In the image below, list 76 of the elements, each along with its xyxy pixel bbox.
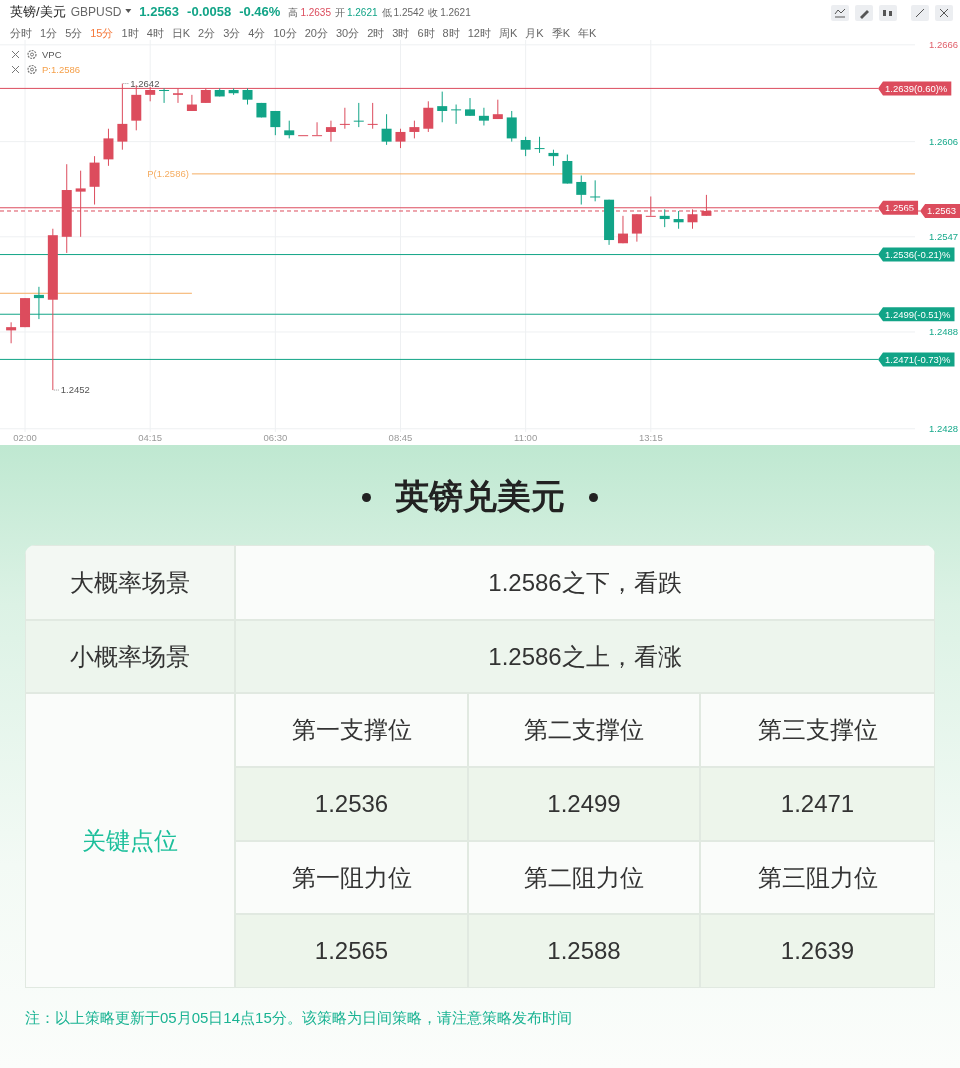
annotation: VPC bbox=[42, 49, 62, 60]
text: 小概率场景 bbox=[70, 641, 190, 672]
text: 4时 bbox=[146, 27, 164, 39]
text: 1分 bbox=[40, 27, 58, 39]
text: 收 bbox=[428, 7, 439, 18]
annotation: 1.2642 bbox=[130, 77, 160, 89]
chart-subtitle: GBPUSD bbox=[70, 5, 122, 19]
text: 高 bbox=[288, 7, 299, 18]
text: 1.2565 bbox=[314, 937, 389, 965]
annotation: 1.2452 bbox=[60, 384, 90, 396]
text: 6时 bbox=[417, 27, 435, 39]
x-tick-label: 04:15 bbox=[138, 432, 163, 443]
text: -0.0058 bbox=[187, 4, 232, 19]
y-tick-label: 1.2547 bbox=[929, 231, 959, 243]
text: 1.2621 bbox=[440, 7, 472, 18]
y-tick-label: 1.2428 bbox=[929, 423, 959, 435]
text: 英镑兑美元 bbox=[395, 476, 565, 517]
text: 4分 bbox=[248, 27, 266, 39]
text: 第一阻力位 bbox=[291, 862, 412, 893]
text: 开 bbox=[334, 7, 345, 18]
text: 1.2588 bbox=[547, 937, 621, 965]
ref-line-label: 1.2536(-0.21)% bbox=[885, 248, 952, 260]
x-tick-label: 08:45 bbox=[388, 432, 413, 443]
text: 2时 bbox=[367, 27, 385, 39]
text: 低 bbox=[381, 7, 392, 18]
text: 3分 bbox=[223, 27, 241, 39]
text: 1.2499 bbox=[547, 790, 621, 818]
text: 第二支撑位 bbox=[524, 715, 644, 745]
text: 第一支撑位 bbox=[291, 715, 412, 745]
text: 1.2542 bbox=[393, 7, 425, 18]
text: 3时 bbox=[392, 27, 410, 39]
text: 第三支撑位 bbox=[757, 715, 878, 745]
text: 第二阻力位 bbox=[524, 862, 644, 893]
text: 1时 bbox=[121, 27, 139, 39]
text: 季K bbox=[551, 27, 571, 39]
series-label: P(1.2586) bbox=[147, 168, 189, 180]
ref-line-label: 1.2499(-0.51)% bbox=[885, 308, 952, 320]
text: 日K bbox=[171, 27, 191, 39]
text: 10分 bbox=[273, 27, 297, 39]
x-tick-label: 02:00 bbox=[13, 432, 37, 443]
x-tick-label: 11:00 bbox=[514, 432, 538, 443]
text: 30分 bbox=[335, 27, 360, 39]
text: 第三阻力位 bbox=[757, 862, 878, 893]
text: 月K bbox=[525, 27, 545, 39]
x-tick-label: 13:15 bbox=[638, 432, 663, 443]
text: 1.2621 bbox=[346, 7, 378, 18]
text: 1.2563 bbox=[139, 4, 180, 19]
text: 1.2635 bbox=[300, 7, 332, 18]
chart-title: 英镑/美元 bbox=[10, 4, 66, 19]
text: 5分 bbox=[65, 27, 83, 39]
ref-line-label: 1.2639(0.60)% bbox=[885, 82, 948, 94]
ref-line-label: 1.2471(-0.73)% bbox=[885, 353, 952, 365]
text: 注：以上策略更新于05月05日14点15分。该策略为日间策略，请注意策略发布时间 bbox=[25, 1008, 572, 1028]
text: 20分 bbox=[304, 27, 328, 39]
text: 1.2586之上，看涨 bbox=[488, 641, 682, 672]
y-tick-label: 1.2488 bbox=[929, 326, 959, 338]
x-tick-label: 06:30 bbox=[263, 432, 288, 443]
annotation: P:1.2586 bbox=[42, 64, 81, 75]
text: 年K bbox=[578, 27, 597, 39]
ref-line-label: 1.2565 bbox=[885, 202, 915, 214]
text: 周K bbox=[498, 27, 518, 39]
text: 15分 bbox=[90, 27, 114, 39]
text: 关键点位 bbox=[82, 825, 178, 856]
text: -0.46% bbox=[239, 4, 281, 19]
y-tick-label: 1.2666 bbox=[929, 39, 959, 51]
text: 12时 bbox=[467, 27, 491, 39]
text: 1.2586之下，看跌 bbox=[488, 567, 682, 598]
text: 1.2536 bbox=[314, 790, 389, 818]
text: 大概率场景 bbox=[70, 567, 190, 598]
text: 8时 bbox=[442, 27, 460, 39]
text: 分时 bbox=[10, 27, 32, 39]
text: 1.2471 bbox=[780, 790, 855, 818]
ref-line-label: 1.2563 bbox=[927, 205, 957, 217]
text: 2分 bbox=[198, 27, 216, 39]
y-tick-label: 1.2606 bbox=[929, 135, 959, 147]
text: 1.2639 bbox=[780, 937, 855, 965]
